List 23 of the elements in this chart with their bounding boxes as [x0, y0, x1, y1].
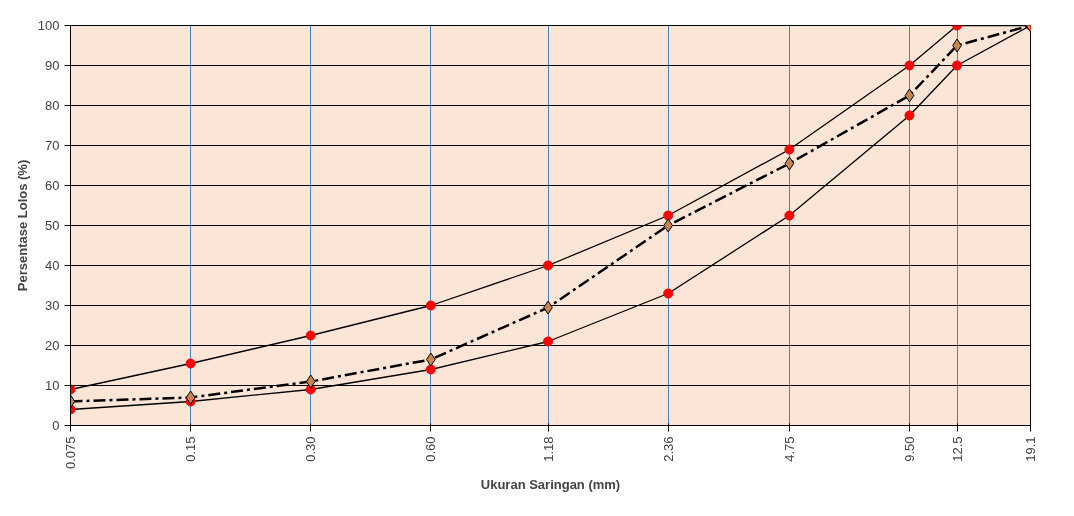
- y-tick-label: 30: [45, 298, 60, 313]
- y-tick-label: 40: [45, 258, 60, 273]
- x-axis-title: Ukuran Saringan (mm): [480, 477, 621, 493]
- y-tick-label: 70: [45, 138, 60, 153]
- y-tick-label: 10: [45, 378, 60, 393]
- x-tick-label: 2.36: [660, 436, 676, 462]
- y-tick-label: 20: [45, 338, 60, 353]
- y-axis-title: Persentase Lolos (%): [14, 159, 30, 292]
- x-tick-label: 0.30: [303, 436, 319, 462]
- y-tick-label: 80: [45, 98, 60, 113]
- y-tick-label: 100: [37, 18, 60, 33]
- y-tick-label: 90: [45, 58, 60, 73]
- y-tick-label: 50: [45, 218, 60, 233]
- x-tick-label: 0.15: [183, 436, 199, 462]
- y-tick-label: 0: [52, 418, 60, 433]
- x-tick-label: 12.5: [949, 436, 965, 462]
- x-tick-label: 19.1: [1023, 436, 1038, 462]
- x-tick-label: 1.18: [540, 436, 556, 462]
- y-tick-label: 60: [45, 178, 60, 193]
- x-tick-label: 4.75: [781, 436, 797, 462]
- x-tick-label: 0.60: [423, 436, 439, 462]
- x-tick-label: 9.50: [901, 436, 917, 462]
- x-tick-label: 0.075: [63, 436, 78, 470]
